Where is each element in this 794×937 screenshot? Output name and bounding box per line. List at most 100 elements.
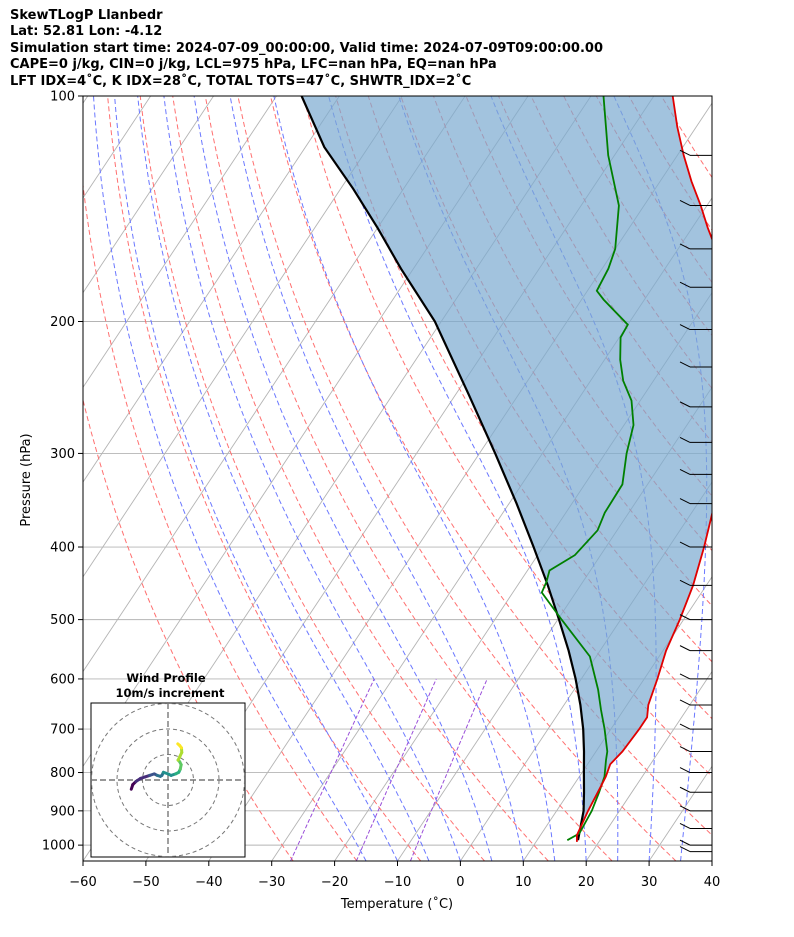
profile-lines [300,96,712,842]
wind-barb-flag [679,541,691,548]
wind-barb-flag [679,361,691,368]
wind-barb-flag [679,436,691,443]
dry-adiabat-line [172,96,549,861]
y-tick-label: 100 [50,90,75,105]
hodograph-segment [176,742,182,747]
wind-barb [679,382,713,408]
wind-barb-flag [679,645,691,652]
cape-shaded-area [301,96,712,842]
wind-barb-flag [679,846,691,853]
x-tick-label: 10 [515,875,532,890]
y-tick-label: 200 [50,315,75,330]
wind-barb [679,626,713,652]
x-tick-label: 40 [704,875,721,890]
stability-indices-1: CAPE=0 j/kg, CIN=0 j/kg, LCL=975 hPa, LF… [10,57,497,73]
wind-barb-flag [679,498,691,505]
wind-barb-flag [679,149,691,156]
x-tick-label: 20 [578,875,595,890]
wind-barb-flag [679,401,691,408]
isotherm-line [83,96,89,104]
wind-barb-flag [679,723,691,730]
parcel-profile-line [300,96,586,841]
wind-barb [679,680,713,706]
dry-adiabat-line [139,96,485,861]
isotherm-line [83,96,277,389]
dewpoint-line [540,96,635,841]
wind-barb-flag [679,673,691,680]
isotherm-line [460,481,712,861]
isotherm-line [775,96,794,861]
wind-barb-flag [679,839,691,846]
wind-barb-flag [679,822,691,829]
hodograph-rings [91,703,245,857]
moist-adiabat-line [328,96,587,861]
wind-barb-flag [679,281,691,288]
wind-barb [679,450,713,475]
wind-barb [679,727,713,753]
wind-barb-flag [679,746,691,752]
wind-barb-flag [679,200,691,206]
wind-barb [679,595,713,621]
wind-barb-flag [679,614,691,621]
chart-title: SkewTLogP Llanbedr [10,8,163,23]
x-tick-label: −30 [258,875,285,890]
wind-barb [679,479,713,505]
wind-barb [679,181,713,206]
hodograph-inset: Wind Profile 10m/s increment [90,671,246,858]
wind-barb-flag [679,468,691,475]
hodograph-subtitle: 10m/s increment [116,686,225,700]
station-coordinates: Lat: 52.81 Lon: -4.12 [10,24,163,40]
x-tick-label: −60 [69,875,96,890]
isotherm-line [711,860,712,861]
wind-barb [679,705,713,730]
moist-adiabat-line [229,96,524,861]
isotherm-line [585,670,712,861]
hodograph-trace [129,742,184,791]
wind-barb [679,418,713,443]
isotherm-line [83,96,403,578]
y-tick-label: 900 [50,804,75,819]
y-tick-label: 400 [50,541,75,556]
dry-adiabat-line [237,96,677,861]
stability-indices-2: LFT IDX=4˚C, K IDX=28˚C, TOTAL TOTS=47˚C… [10,73,472,89]
x-tick-label: 30 [641,875,658,890]
y-tick-label: 500 [50,613,75,628]
wind-barb-flag [679,805,691,812]
wind-barb [679,561,713,586]
x-tick-label: −20 [321,875,348,890]
moist-adiabat-line [93,96,367,861]
wind-barb [679,654,713,680]
wind-barb-flag [679,767,691,773]
wind-barb [679,342,713,368]
wind-barb-flag [679,579,691,586]
dry-adiabat-line [83,181,358,861]
wind-barb-flag [679,699,691,706]
x-tick-label: 0 [456,875,464,890]
mixing-ratio-line [409,678,488,861]
x-axis-label: Temperature (˚C) [340,896,453,912]
moist-adiabat-line [193,96,493,861]
moist-adiabat-line [163,96,461,861]
axis-ticks: −60 −50 −40 −30 −20 −10 0 10 20 30 40 100 200 300 400 5… [42,90,720,891]
x-tick-label: −40 [195,875,222,890]
wind-barb-flag [679,786,691,793]
wind-barb [679,224,713,250]
x-tick-label: −50 [132,875,159,890]
y-tick-label: 700 [50,723,75,738]
wind-barbs [679,131,713,853]
wind-barb [679,305,713,331]
simulation-times: Simulation start time: 2024-07-09_00:00:… [10,40,603,56]
x-tick-label: −10 [384,875,411,890]
moist-adiabat-line [114,96,398,861]
mixing-ratio-line [290,678,375,861]
y-tick-label: 600 [50,672,75,687]
dry-adiabat-line [204,96,613,861]
y-tick-label: 300 [50,447,75,462]
y-axis-label: Pressure (hPa) [19,433,34,526]
dry-adiabat-line [107,96,422,861]
chart-header: SkewTLogP Llanbedr Lat: 52.81 Lon: -4.12… [10,8,603,90]
dry-adiabat-line [302,96,712,778]
isotherm-line [83,96,340,483]
wind-barb [679,131,713,156]
